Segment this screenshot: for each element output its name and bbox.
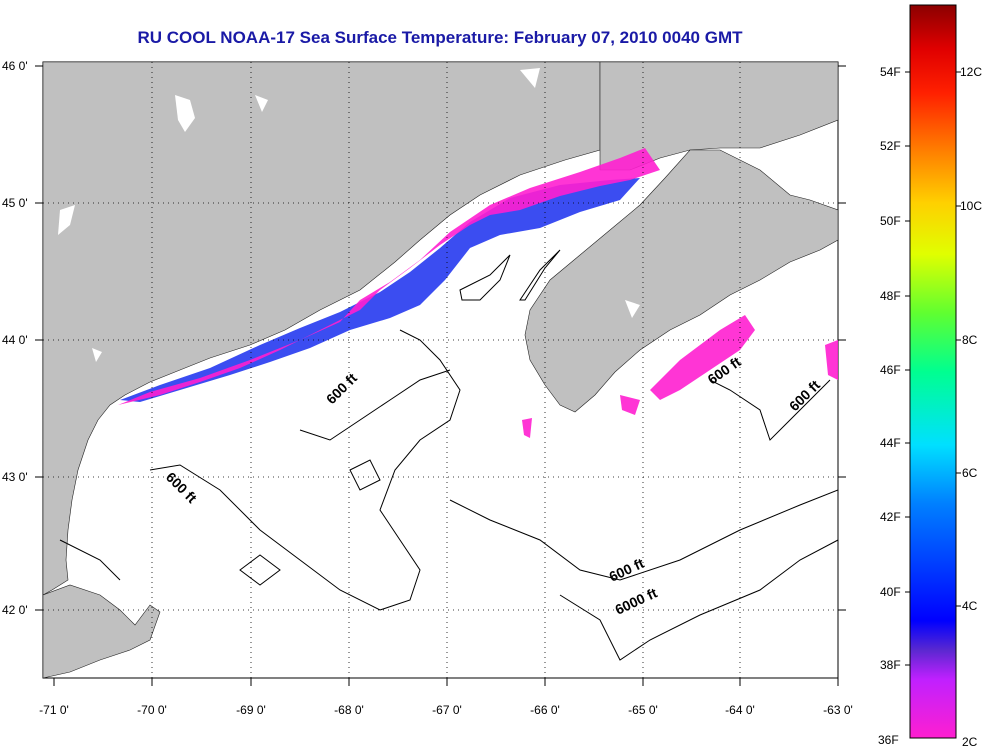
fahrenheit-label: 40F — [880, 585, 901, 599]
lon-label: -69 0' — [236, 703, 266, 717]
fahrenheit-label: 54F — [880, 65, 901, 79]
color-scale-ticks — [905, 71, 961, 666]
fahrenheit-label: 48F — [880, 289, 901, 303]
lon-label: -71 0' — [39, 703, 69, 717]
lon-label: -63 0' — [823, 703, 853, 717]
celsius-label: 12C — [960, 65, 982, 79]
frame-ticks — [35, 65, 846, 686]
sst-cold-band — [120, 178, 640, 402]
lat-label: 46 0' — [2, 59, 28, 73]
lat-label: 44 0' — [2, 333, 28, 347]
celsius-label: 4C — [962, 599, 978, 613]
color-scale-bar — [909, 4, 957, 739]
sst-scotian-patch — [650, 315, 755, 400]
fahrenheit-label: 36F — [878, 733, 899, 747]
celsius-label: 10C — [960, 199, 982, 213]
map-title: RU COOL NOAA-17 Sea Surface Temperature:… — [137, 28, 743, 47]
lat-label: 42 0' — [2, 603, 28, 617]
fahrenheit-label: 46F — [880, 363, 901, 377]
lon-label: -70 0' — [137, 703, 167, 717]
lon-label: -68 0' — [334, 703, 364, 717]
fahrenheit-label: 42F — [880, 510, 901, 524]
nova-scotia-land — [524, 149, 838, 413]
mainland-land — [43, 62, 601, 596]
fahrenheit-label: 52F — [880, 139, 901, 153]
celsius-label: 6C — [962, 466, 978, 480]
cape-cod-land — [43, 584, 161, 678]
celsius-label: 8C — [962, 333, 978, 347]
fahrenheit-label: 44F — [880, 436, 901, 450]
fahrenheit-label: 38F — [880, 658, 901, 672]
fahrenheit-label: 50F — [880, 214, 901, 228]
lat-label: 45 0' — [2, 196, 28, 210]
lon-label: -66 0' — [530, 703, 560, 717]
lat-label: 43 0' — [2, 470, 28, 484]
lon-label: -65 0' — [628, 703, 658, 717]
celsius-label: 2C — [962, 735, 978, 749]
depth-contours — [59, 249, 838, 661]
sst-magenta-band — [118, 148, 660, 405]
lon-label: -67 0' — [432, 703, 462, 717]
lon-label: -64 0' — [725, 703, 755, 717]
